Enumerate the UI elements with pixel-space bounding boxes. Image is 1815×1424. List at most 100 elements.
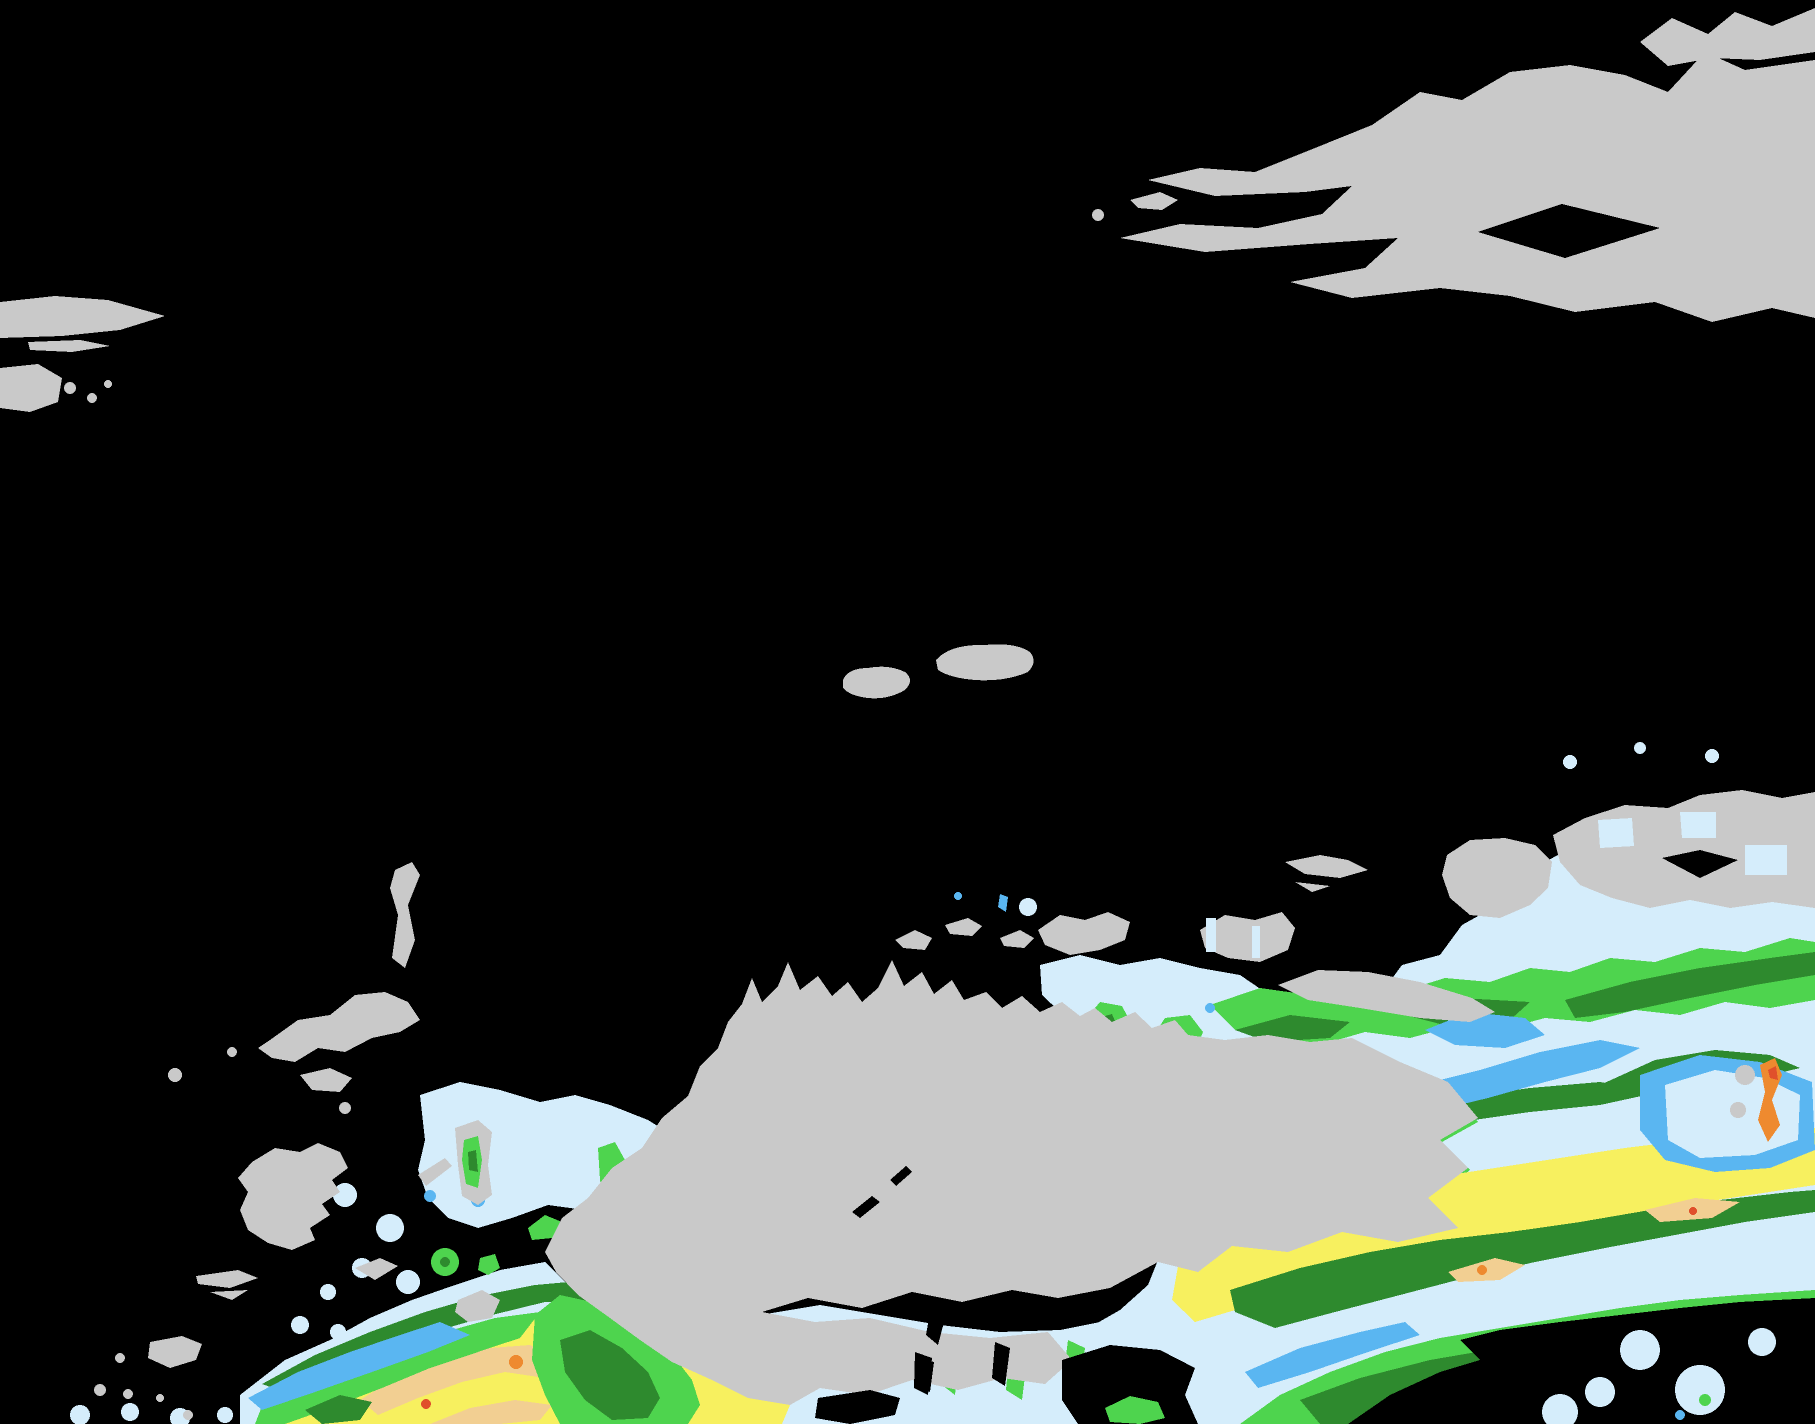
- left-speck: [64, 382, 76, 394]
- pale-fragment: [333, 1183, 357, 1207]
- bc-giant-cloud-mass: [545, 960, 1478, 1405]
- midleft-green-bit: [528, 1215, 562, 1240]
- rs-gray-speck: [1735, 1065, 1755, 1085]
- bc-satellite-fragment: [1000, 930, 1034, 948]
- rm-lower-cloud-arm: [1278, 970, 1495, 1022]
- pale-speck-above-cloud: [1705, 749, 1719, 763]
- pale-column-on-gray: [1206, 918, 1216, 952]
- bl-gray-piece: [355, 1258, 398, 1280]
- bl-gray-speck: [123, 1389, 133, 1399]
- rs-blue-diagonal: [1245, 1322, 1420, 1388]
- tr-black-hole: [1478, 204, 1660, 258]
- rs-darkgreen-band-ne: [1565, 952, 1815, 1018]
- pale-speck-above-cloud: [1634, 742, 1646, 754]
- bc-black-hole: [926, 1312, 944, 1345]
- left-speck: [87, 393, 97, 403]
- bl-gray-speck: [94, 1384, 106, 1396]
- gray-sliver: [418, 1158, 452, 1186]
- pale-speck-upper: [1019, 898, 1037, 916]
- rm-sliver-cloud: [1285, 855, 1368, 878]
- pale-speck-above-cloud: [1563, 755, 1577, 769]
- nw-gray-speck: [227, 1047, 237, 1057]
- gray-vertical-sliver: [390, 862, 420, 968]
- br-pale-island: [1675, 1365, 1725, 1415]
- br-blue-speck: [1675, 1410, 1685, 1420]
- bl-orange-cell: [509, 1355, 523, 1369]
- bl-gray-speck: [115, 1353, 125, 1363]
- blue-speck-upper: [954, 892, 962, 900]
- pale-fragment: [291, 1316, 309, 1334]
- br-pale-island: [1585, 1377, 1615, 1407]
- bl-red-cell: [421, 1399, 431, 1409]
- br-pale-island: [1748, 1328, 1776, 1356]
- bl-gray-cluster: [238, 1143, 348, 1250]
- nw-gray-speck: [339, 1102, 351, 1114]
- bl-darkgreen-core: [560, 1330, 660, 1420]
- br-pale-island: [1620, 1330, 1660, 1370]
- pale-fragment: [330, 1324, 346, 1340]
- island-cloud: [936, 644, 1034, 681]
- midleft-green-cell: [478, 1254, 500, 1275]
- bl-gray-piece: [148, 1336, 202, 1368]
- bl-green-edge: [255, 1312, 540, 1424]
- bc-satellite-fragment: [945, 918, 982, 936]
- rm-blob-cloud: [1442, 838, 1552, 918]
- bl-blue-edge: [248, 1322, 470, 1410]
- left-speck: [104, 380, 112, 388]
- pale-speck-row: [121, 1403, 139, 1421]
- rs-green-north-band: [1210, 938, 1815, 1045]
- midleft-green-cell-core: [440, 1257, 450, 1267]
- nw-gray-speck: [168, 1068, 182, 1082]
- bc-satellite-cluster-right: [1200, 912, 1295, 962]
- rm-sliver-cloud: [1295, 882, 1330, 892]
- nw-blue-dot: [1205, 1003, 1215, 1013]
- radar-region-layer: [0, 8, 1815, 1424]
- pale-fragment: [376, 1214, 404, 1242]
- bl-tan-core: [360, 1345, 558, 1415]
- nw-gray-cluster: [258, 992, 420, 1062]
- bs-black-blob: [914, 1352, 932, 1395]
- pale-speck-row: [217, 1407, 233, 1423]
- rs-darkgreen-south-frame: [1230, 1190, 1815, 1328]
- midleft-blue-ring-bit: [424, 1190, 436, 1202]
- pale-fragment: [320, 1284, 336, 1300]
- pale-patch-on-cloud: [1680, 812, 1716, 838]
- gray-cloud-small: [455, 1290, 500, 1322]
- bl-darkgreen-piece: [305, 1395, 372, 1424]
- br-green-speck: [1699, 1394, 1711, 1406]
- bl-gray-sliver: [196, 1270, 258, 1288]
- nw-gray-lump: [300, 1068, 352, 1092]
- rs-darkgreen-blob: [1235, 1015, 1350, 1042]
- left-wedge-cloud: [0, 296, 165, 338]
- bl-gray-sliver: [210, 1290, 248, 1300]
- bs-black-gap: [1062, 1345, 1198, 1424]
- bc-black-slit: [890, 1166, 912, 1186]
- rs-blue-patch: [1425, 1012, 1545, 1048]
- rs-red-cell: [1689, 1207, 1697, 1215]
- rm-black-hole: [1662, 850, 1738, 878]
- bs-green-island: [1105, 1396, 1165, 1424]
- bl-gray-speck: [183, 1410, 193, 1420]
- pale-fragment: [396, 1270, 420, 1294]
- rs-gray-speck: [1730, 1102, 1746, 1118]
- pale-column-on-gray: [1252, 926, 1260, 958]
- bc-satellite-fragment: [895, 930, 932, 950]
- rs-orange-cell: [1477, 1265, 1487, 1275]
- bc-satellite-cluster: [1038, 912, 1130, 955]
- br-pale-island: [1542, 1394, 1578, 1424]
- pale-patch-on-cloud: [1598, 818, 1634, 848]
- tr-main-cloud-mass: [1120, 52, 1815, 322]
- hook-cloud-darkcore: [468, 1150, 478, 1172]
- left-blob-cloud: [0, 364, 62, 412]
- bs-black-blob: [815, 1390, 900, 1424]
- pale-speck-row: [70, 1405, 90, 1424]
- bl-gray-speck: [156, 1394, 164, 1402]
- bc-black-slit: [852, 1196, 880, 1218]
- tr-cloud-fragment: [1130, 192, 1178, 210]
- tr-corner-cluster: [1640, 8, 1815, 66]
- rs-red-streak: [1768, 1066, 1778, 1080]
- bs-black-blob: [992, 1342, 1010, 1386]
- left-wedge-tail: [28, 340, 110, 352]
